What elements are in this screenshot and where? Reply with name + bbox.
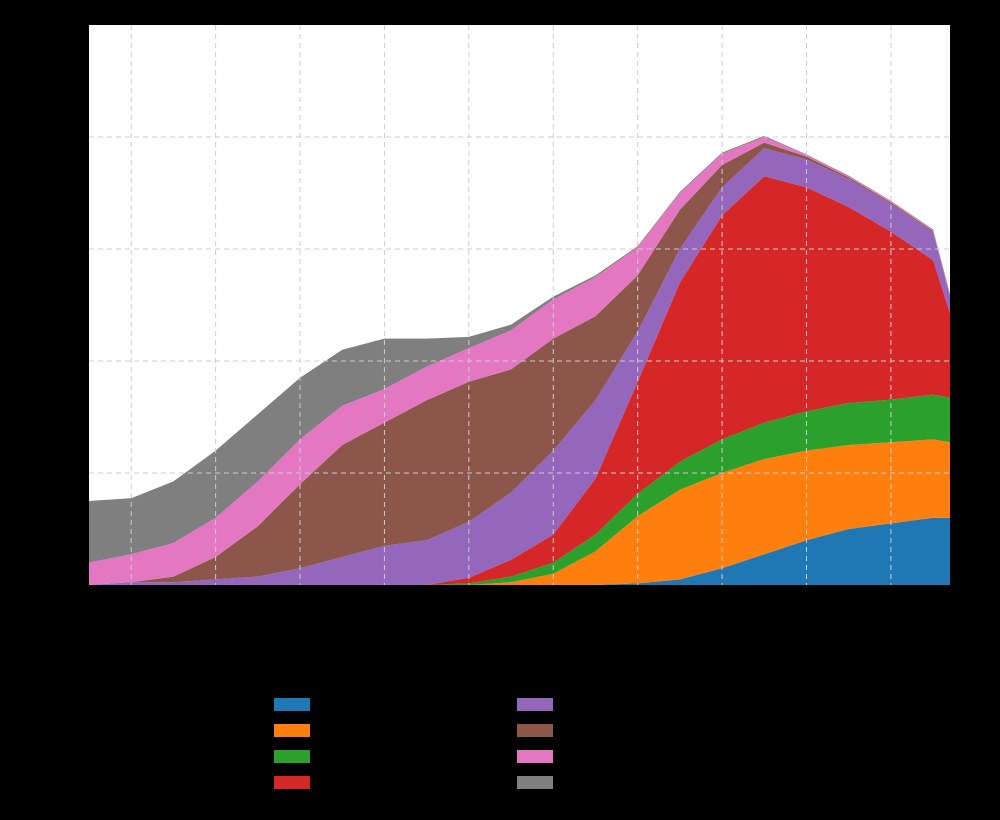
- area-series-5: [89, 148, 950, 585]
- area-series-6: [89, 142, 950, 585]
- area-series-7: [89, 137, 950, 585]
- legend-swatch-7: [517, 750, 553, 763]
- legend-swatch-2: [274, 724, 310, 737]
- legend-swatch-1: [274, 698, 310, 711]
- area-series-3: [89, 394, 950, 585]
- area-series-2: [89, 439, 950, 585]
- gridlines: [89, 25, 950, 585]
- legend-swatch-5: [517, 698, 553, 711]
- area-series-8: [89, 135, 950, 563]
- legend: [274, 698, 553, 789]
- legend-swatch-8: [517, 776, 553, 789]
- legend-swatch-4: [274, 776, 310, 789]
- legend-swatch-6: [517, 724, 553, 737]
- area-layers: [89, 135, 950, 585]
- area-series-1: [89, 517, 950, 585]
- legend-swatch-3: [274, 750, 310, 763]
- area-series-4: [89, 176, 950, 585]
